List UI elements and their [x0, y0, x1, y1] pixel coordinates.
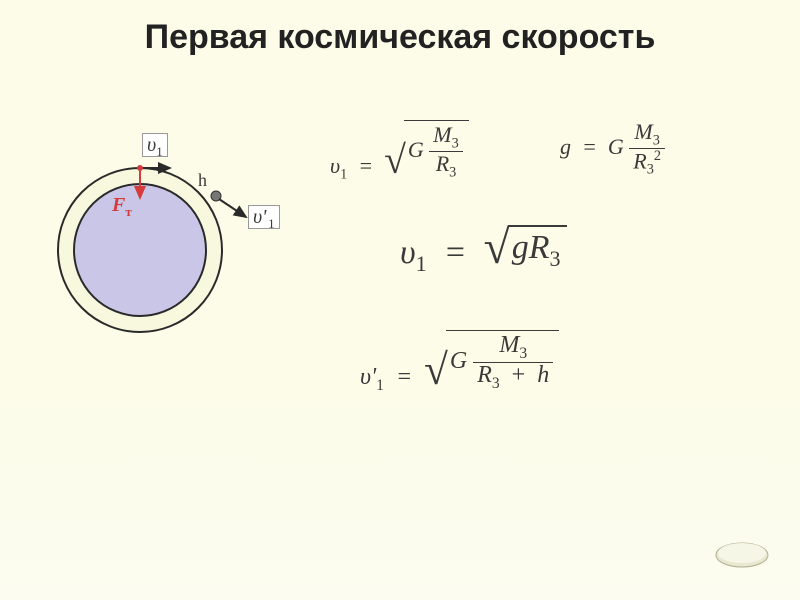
f3-inner: gR: [512, 229, 550, 266]
f2-num-sub: 3: [653, 132, 660, 148]
f2-den-sup: 2: [654, 148, 661, 164]
f1-num-sub: 3: [452, 135, 459, 151]
f4-sqrt: √ G M3 R3 + h: [424, 330, 559, 392]
f3-inner-sub: 3: [550, 246, 561, 271]
f2-lhs: g: [560, 134, 571, 159]
label-ft-sub: т: [125, 204, 131, 219]
f1-sqrt: √ G M3 R3: [384, 120, 469, 181]
f2-den-sub: 3: [647, 162, 654, 178]
f4-den2: h: [537, 362, 549, 388]
f4-lhs-sub: 1: [376, 377, 384, 394]
label-v1: υ: [147, 134, 156, 156]
planet-circle: [74, 184, 206, 316]
f3-lhs: υ: [400, 234, 416, 271]
f4-den1: R: [477, 362, 492, 388]
label-h: h: [198, 170, 207, 191]
label-ft-sym: F: [112, 194, 125, 216]
f2-num: M: [634, 119, 652, 144]
f1-lhs: υ: [330, 153, 340, 178]
label-v1p-box: υ' 1: [248, 206, 280, 232]
velocity-v1p-arrow: [219, 199, 246, 217]
f4-den1-sub: 3: [492, 375, 500, 392]
formula-v1-sqrt-gr: υ1 = √ gR3: [400, 225, 567, 277]
f1-den-sub: 3: [449, 165, 456, 181]
page-title: Первая космическая скорость: [0, 0, 800, 57]
formula-v1-sqrt-gm-r: υ1 = √ G M3 R3: [330, 120, 469, 184]
f2-den: R: [633, 149, 646, 174]
f4-num: M: [499, 332, 519, 358]
label-v1p: υ': [253, 206, 266, 228]
f4-G: G: [450, 348, 467, 374]
f1-num: M: [433, 122, 451, 147]
f1-lhs-sub: 1: [340, 167, 347, 183]
f3-sqrt: √ gR3: [484, 225, 567, 273]
f2-frac: M3 R32: [629, 120, 665, 178]
formula-v1p: υ'1 = √ G M3 R3 + h: [360, 330, 559, 395]
f3-lhs-sub: 1: [416, 251, 427, 276]
label-ft: Fт: [112, 194, 132, 220]
f1-G: G: [408, 137, 424, 162]
next-slide-button[interactable]: [714, 540, 770, 570]
f1-frac: M3 R3: [429, 123, 462, 181]
label-v1-sub: 1: [156, 144, 163, 159]
f4-num-sub: 3: [519, 345, 527, 362]
satellite-1: [137, 165, 143, 171]
f4-lhs: υ': [360, 364, 376, 390]
label-v1p-sub: 1: [268, 216, 275, 231]
f4-plus: +: [512, 362, 526, 388]
f1-den: R: [436, 151, 449, 176]
f2-G: G: [608, 134, 624, 159]
label-v1-box: υ1: [142, 134, 168, 160]
f4-frac: M3 R3 + h: [473, 333, 553, 392]
formula-g: g = G M3 R32: [560, 120, 665, 178]
next-icon: [714, 540, 770, 570]
orbit-diagram: υ1 h Fт υ' 1: [30, 100, 290, 360]
